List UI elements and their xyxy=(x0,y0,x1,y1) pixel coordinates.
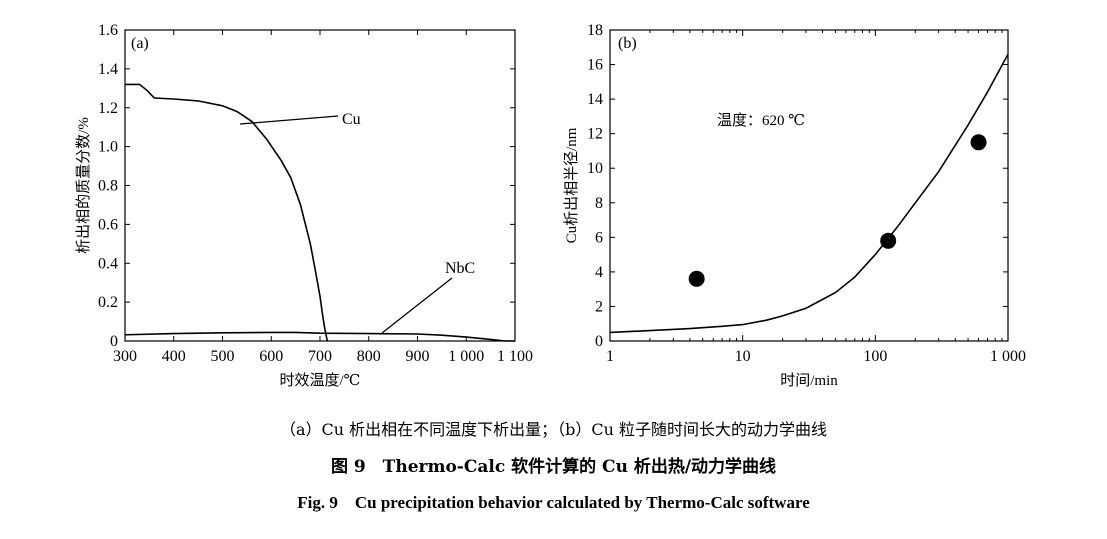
figure-caption-english: Fig. 9 Cu precipitation behavior calcula… xyxy=(297,493,810,512)
panel-a-y-tick-label: 0.6 xyxy=(98,216,118,233)
nbc-annotation-leader xyxy=(381,277,453,334)
panel-a-x-tick-label: 700 xyxy=(308,348,332,365)
panel-b-x-axis-label: 时间/min xyxy=(780,372,838,389)
panel-a-label: (a) xyxy=(131,35,149,52)
panel-a-y-tick-label: 1.4 xyxy=(98,61,118,78)
panel-a-y-tick-label: 0.2 xyxy=(98,294,118,311)
temperature-annotation: 温度：620 ℃ xyxy=(717,112,805,129)
panel-a-x-axis-label: 时效温度/℃ xyxy=(280,372,361,389)
panel-a-y-tick-label: 0 xyxy=(110,333,118,350)
series-cu-line xyxy=(125,83,329,342)
panel-a-x-tick-label: 900 xyxy=(406,348,430,365)
panel-a-x-tick-label: 600 xyxy=(259,348,283,365)
figure-canvas: 300 400 500 600 700 800 900 1 000 1 10000.20.40.… xyxy=(75,22,1026,389)
cu-annotation-label: Cu xyxy=(342,111,361,128)
panel-a-y-tick-label: 1.6 xyxy=(98,22,118,39)
panel-b-y-tick-label: 4 xyxy=(595,264,603,281)
panel-a-y-tick-label: 1.0 xyxy=(98,139,118,156)
panel-b-frame xyxy=(609,29,1009,342)
panel-a-x-tick-label: 1 000 xyxy=(448,348,484,365)
panel-a-y-axis-label: 析出相的质量分数/% xyxy=(75,117,92,254)
nbc-annotation-label: NbC xyxy=(445,260,475,277)
cu-annotation-leader xyxy=(239,115,339,125)
panel-b-y-tick-label: 2 xyxy=(595,298,603,315)
panel-b-y-tick-label: 6 xyxy=(595,229,603,246)
panel-b-y-axis-label: Cu析出相半径/nm xyxy=(563,127,580,243)
data-point xyxy=(688,270,705,287)
data-point xyxy=(970,134,987,151)
panel-a-x-tick-label: 500 xyxy=(211,348,235,365)
growth-curve-line xyxy=(609,53,1009,334)
panel-b-label: (b) xyxy=(618,35,637,52)
data-point xyxy=(880,232,897,249)
subfigure-caption: （a）Cu 析出相在不同温度下析出量；（b）Cu 粒子随时间长大的动力学曲线 xyxy=(279,420,828,439)
panel-a-x-tick-label: 300 xyxy=(113,348,137,365)
panel-a-y-tick-label: 0.4 xyxy=(98,255,118,272)
series-nbc-line xyxy=(124,331,515,342)
panel-b-x-tick-label: 1 000 xyxy=(990,348,1026,365)
panel-b-x-tick-label: 10 xyxy=(735,348,751,365)
panel-b-y-tick-label: 16 xyxy=(587,57,603,74)
panel-b-x-tick-label: 1 xyxy=(606,348,614,365)
panel-a-y-tick-label: 0.8 xyxy=(98,178,118,195)
figure-caption-chinese: 图 9 Thermo-Calc 软件计算的 Cu 析出热/动力学曲线 xyxy=(330,457,777,477)
panel-a-x-tick-label: 1 100 xyxy=(497,348,533,365)
panel-b-y-tick-label: 10 xyxy=(587,160,603,177)
panel-b-y-tick-label: 14 xyxy=(587,91,603,108)
panel-a-x-tick-label: 400 xyxy=(162,348,186,365)
panel-b-y-tick-label: 18 xyxy=(587,22,603,39)
panel-b-y-tick-label: 0 xyxy=(595,333,603,350)
panel-b-y-tick-label: 12 xyxy=(587,126,603,143)
panel-b-x-tick-label: 100 xyxy=(863,348,887,365)
panel-a-x-tick-label: 800 xyxy=(357,348,381,365)
panel-b-y-tick-label: 8 xyxy=(595,195,603,212)
panel-a-y-tick-label: 1.2 xyxy=(98,100,118,117)
